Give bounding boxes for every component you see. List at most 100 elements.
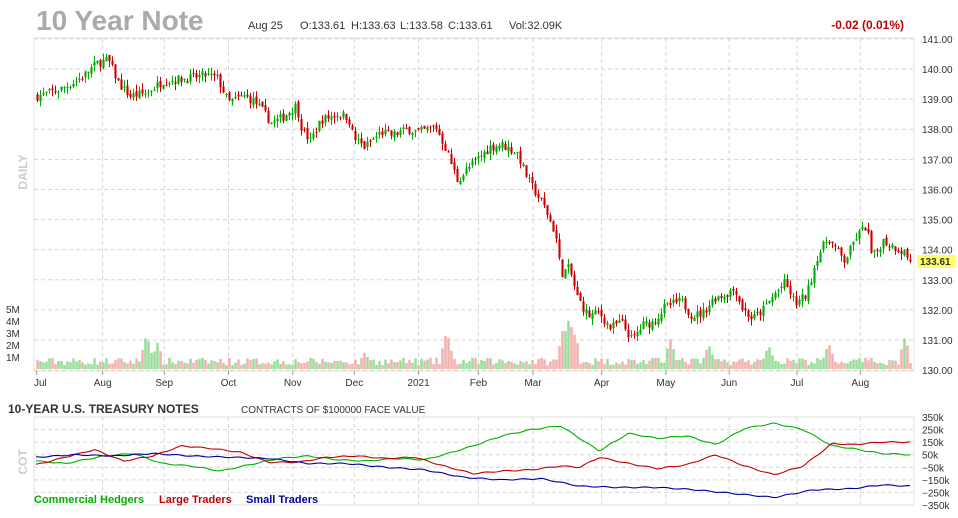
candle-body: [618, 320, 621, 323]
last-price-tag: [917, 254, 955, 268]
time-tick-label: Sep: [155, 378, 173, 389]
volume-bar: [303, 362, 306, 369]
volume-bar: [132, 363, 135, 369]
volume-bar: [294, 359, 297, 369]
candle-body: [300, 119, 303, 131]
candle-body: [114, 64, 117, 79]
volume-bar: [705, 349, 708, 369]
volume-bar: [72, 358, 75, 369]
volume-bar: [660, 362, 663, 369]
candle-body: [675, 298, 678, 303]
candle-body: [438, 128, 441, 135]
volume-bar: [306, 361, 309, 369]
volume-bar: [708, 346, 711, 369]
volume-bar: [759, 360, 762, 369]
volume-bar: [324, 361, 327, 369]
candle-body: [210, 73, 213, 76]
volume-bar: [282, 361, 285, 369]
volume-bar: [624, 364, 627, 369]
candle-body: [39, 94, 42, 102]
cot-tick-label: −250k: [922, 488, 951, 499]
price-tick-label: 140.00: [922, 65, 953, 76]
candle-body: [615, 320, 618, 324]
volume-bar: [441, 348, 444, 369]
volume-bar: [165, 364, 168, 369]
candle-body: [402, 127, 405, 129]
volume-bar: [651, 357, 654, 369]
volume-tick-label: 1M: [6, 353, 20, 364]
candle-body: [684, 298, 687, 310]
volume-bar: [510, 361, 513, 369]
price-tick-label: 139.00: [922, 95, 953, 106]
candle-body: [366, 141, 369, 148]
candle-body: [450, 154, 453, 165]
candle-body: [717, 296, 720, 300]
candle-body: [129, 93, 132, 97]
volume-bar: [357, 364, 360, 369]
candle-body: [723, 296, 726, 300]
volume-bar: [66, 361, 69, 369]
volume-bar: [903, 338, 906, 369]
price-axis: 141.00 140.00 139.00 138.00 137.00 136.00 135.…: [922, 35, 953, 377]
volume-bar: [489, 358, 492, 369]
candle-body: [489, 145, 492, 154]
candle-body: [786, 278, 789, 287]
volume-bar: [540, 357, 543, 369]
candle-body: [36, 94, 39, 101]
volume-bar: [375, 364, 378, 369]
volume-bar: [729, 365, 732, 369]
volume-bar: [117, 358, 120, 369]
candle-body: [144, 93, 147, 95]
candle-body: [474, 158, 477, 160]
candle-body: [741, 299, 744, 311]
volume-bar: [618, 364, 621, 369]
candle-body: [654, 322, 657, 324]
candle-body: [318, 120, 321, 131]
candle-body: [162, 85, 165, 89]
volume-bar: [204, 359, 207, 369]
volume-bar: [894, 360, 897, 369]
candle-body: [120, 79, 123, 90]
volume-bar: [129, 360, 132, 369]
candle-body: [324, 115, 327, 123]
candle-body: [486, 151, 489, 155]
candle-body: [45, 91, 48, 93]
volume-bar: [456, 364, 459, 369]
volume-bar: [867, 360, 870, 369]
volume-bar: [507, 360, 510, 369]
volume-bar: [534, 364, 537, 369]
volume-bar: [84, 364, 87, 369]
volume-bar: [693, 358, 696, 369]
candle-body: [639, 329, 642, 334]
candle-body: [705, 310, 708, 313]
volume-bar: [54, 364, 57, 369]
time-tick-label: Apr: [594, 378, 610, 389]
candle-body: [678, 297, 681, 302]
candle-body: [855, 239, 858, 241]
candle-body: [252, 98, 255, 106]
candle-body: [270, 122, 273, 125]
candle-body: [480, 155, 483, 157]
candle-body: [804, 295, 807, 299]
volume-bar: [279, 363, 282, 369]
volume-bar: [123, 362, 126, 369]
volume-bar: [495, 362, 498, 369]
candle-body: [831, 241, 834, 244]
volume-bar: [384, 359, 387, 369]
candle-body: [699, 310, 702, 317]
time-axis: Jul Aug Sep Oct Nov Dec 2021 Feb Mar Apr May Jun Jul…: [34, 371, 869, 389]
volume-bar: [879, 362, 882, 369]
candle-body: [597, 311, 600, 313]
cot-title: 10-YEAR U.S. TREASURY NOTES: [8, 402, 199, 416]
last-price-label: 133.61: [920, 257, 951, 268]
candle-body: [99, 60, 102, 67]
candle-body: [96, 60, 99, 63]
candle-body: [192, 72, 195, 74]
candle-body: [702, 309, 705, 318]
volume-bar: [240, 364, 243, 369]
candle-body: [147, 91, 150, 93]
candle-body: [423, 125, 426, 129]
volume-bar: [831, 353, 834, 369]
candle-body: [363, 141, 366, 149]
volume-bar: [561, 331, 564, 369]
